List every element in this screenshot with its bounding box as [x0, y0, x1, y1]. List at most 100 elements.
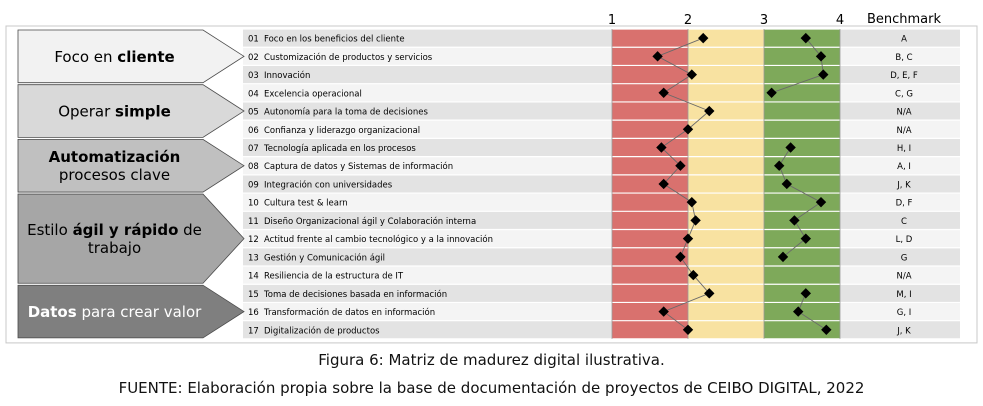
benchmark-value: M, I: [896, 290, 911, 300]
group-title-part: simple: [115, 103, 171, 121]
benchmark-header: Benchmark: [867, 12, 942, 27]
group-title: Automatización: [49, 148, 181, 166]
data-point-target: [785, 142, 796, 153]
row-number: 02: [248, 53, 259, 63]
row-stripe: [243, 101, 612, 121]
row-stripe: [243, 47, 612, 66]
row-label: Actitud frente al cambio tecnológico y a…: [264, 234, 493, 245]
data-point-target: [800, 288, 811, 299]
benchmark-cell: [840, 83, 960, 102]
row-stripe: [243, 138, 612, 157]
data-point-target: [800, 32, 811, 44]
group-title: trabajo: [88, 239, 141, 257]
benchmark-value: C: [901, 217, 907, 227]
group-title-part: procesos clave: [59, 166, 170, 184]
data-point-target: [774, 160, 785, 171]
row-stripe: [243, 302, 612, 321]
group-title-part: de: [178, 221, 202, 239]
data-point-target: [766, 87, 777, 99]
group-title-part: Estilo: [27, 221, 72, 239]
row-number: 09: [248, 180, 259, 190]
benchmark-cell: [840, 138, 960, 157]
benchmark-cell: [840, 47, 960, 66]
group-title-part: ágil y rápido: [73, 221, 179, 239]
row-stripe: [243, 284, 612, 303]
data-point-target: [793, 306, 804, 317]
row-number: 05: [248, 108, 259, 118]
row-label: Transformación de datos en información: [263, 307, 435, 318]
row-label: Gestión y Comunicación ágil: [264, 252, 385, 263]
data-point-current: [698, 32, 709, 44]
row-label: Customización de productos y servicios: [264, 52, 433, 63]
group-block-5: [17, 284, 245, 339]
data-point-target: [818, 69, 829, 80]
benchmark-cell: [840, 65, 960, 84]
benchmark-cell: [840, 29, 960, 48]
benchmark-cell: [840, 174, 960, 194]
row-number: 01: [248, 35, 259, 45]
benchmark-value: N/A: [896, 108, 911, 118]
benchmark-value: N/A: [896, 126, 911, 136]
data-point-target: [800, 233, 811, 244]
data-point-target: [815, 196, 827, 208]
benchmark-cell: [840, 320, 960, 339]
benchmark-cell: [840, 247, 960, 266]
row-stripe: [243, 83, 612, 102]
benchmark-value: L, D: [896, 235, 913, 245]
row-stripe: [243, 265, 612, 285]
maturity-zone-3: [764, 29, 840, 339]
group-title-part: Operar: [58, 103, 115, 121]
row-number: 03: [248, 71, 259, 81]
data-point-current: [658, 306, 669, 317]
benchmark-cell: [840, 193, 960, 212]
scale-tick-label: 3: [760, 13, 768, 28]
data-point-current: [704, 105, 715, 117]
benchmark-cell: [840, 156, 960, 175]
data-point-current: [704, 288, 715, 299]
row-label: Cultura test & learn: [264, 199, 348, 209]
data-point-current: [652, 51, 663, 62]
row-label: Foco en los beneficios del cliente: [264, 35, 405, 45]
row-stripe: [243, 120, 612, 139]
row-label: Excelencia operacional: [264, 89, 362, 99]
group-title-part: Foco en: [54, 48, 117, 66]
group-block-3: [17, 138, 245, 193]
benchmark-value: D, F: [896, 199, 913, 209]
group-block-4: [17, 193, 245, 284]
row-number: 15: [248, 290, 259, 300]
benchmark-cell: [840, 120, 960, 139]
data-point-current: [675, 160, 686, 171]
figure-caption: Figura 6: Matriz de madurez digital ilus…: [318, 351, 665, 369]
data-point-current: [658, 178, 669, 190]
data-point-current: [658, 87, 669, 99]
scale-tick-label: 4: [836, 13, 844, 28]
row-number: 07: [248, 144, 259, 154]
data-point-current: [690, 215, 701, 226]
group-title: procesos clave: [59, 166, 170, 184]
row-number: 14: [248, 272, 259, 282]
benchmark-value: G, I: [897, 308, 912, 318]
benchmark-value: C, G: [895, 89, 913, 99]
maturity-zone-1: [612, 29, 688, 339]
row-label: Diseño Organizacional ágil y Colaboració…: [264, 216, 476, 227]
row-number: 10: [248, 199, 259, 209]
benchmark-value: H, I: [897, 144, 911, 154]
row-stripe: [243, 229, 612, 248]
benchmark-cell: [840, 101, 960, 121]
group-title: Estilo ágil y rápido de: [27, 221, 202, 239]
row-label: Confianza y liderazgo organizacional: [264, 126, 420, 136]
row-number: 17: [248, 326, 259, 336]
row-label: Captura de datos y Sistemas de informaci…: [264, 161, 453, 172]
row-stripe: [243, 65, 612, 84]
row-label: Integración con universidades: [264, 179, 393, 190]
group-title: Foco en cliente: [54, 48, 174, 66]
row-number: 04: [248, 89, 259, 99]
row-label: Digitalización de productos: [264, 325, 380, 336]
data-point-current: [656, 142, 667, 153]
benchmark-cell: [840, 284, 960, 303]
row-stripe: [243, 156, 612, 175]
group-block-2: [17, 84, 245, 138]
data-point-current: [686, 196, 697, 208]
data-point-target: [777, 251, 789, 263]
